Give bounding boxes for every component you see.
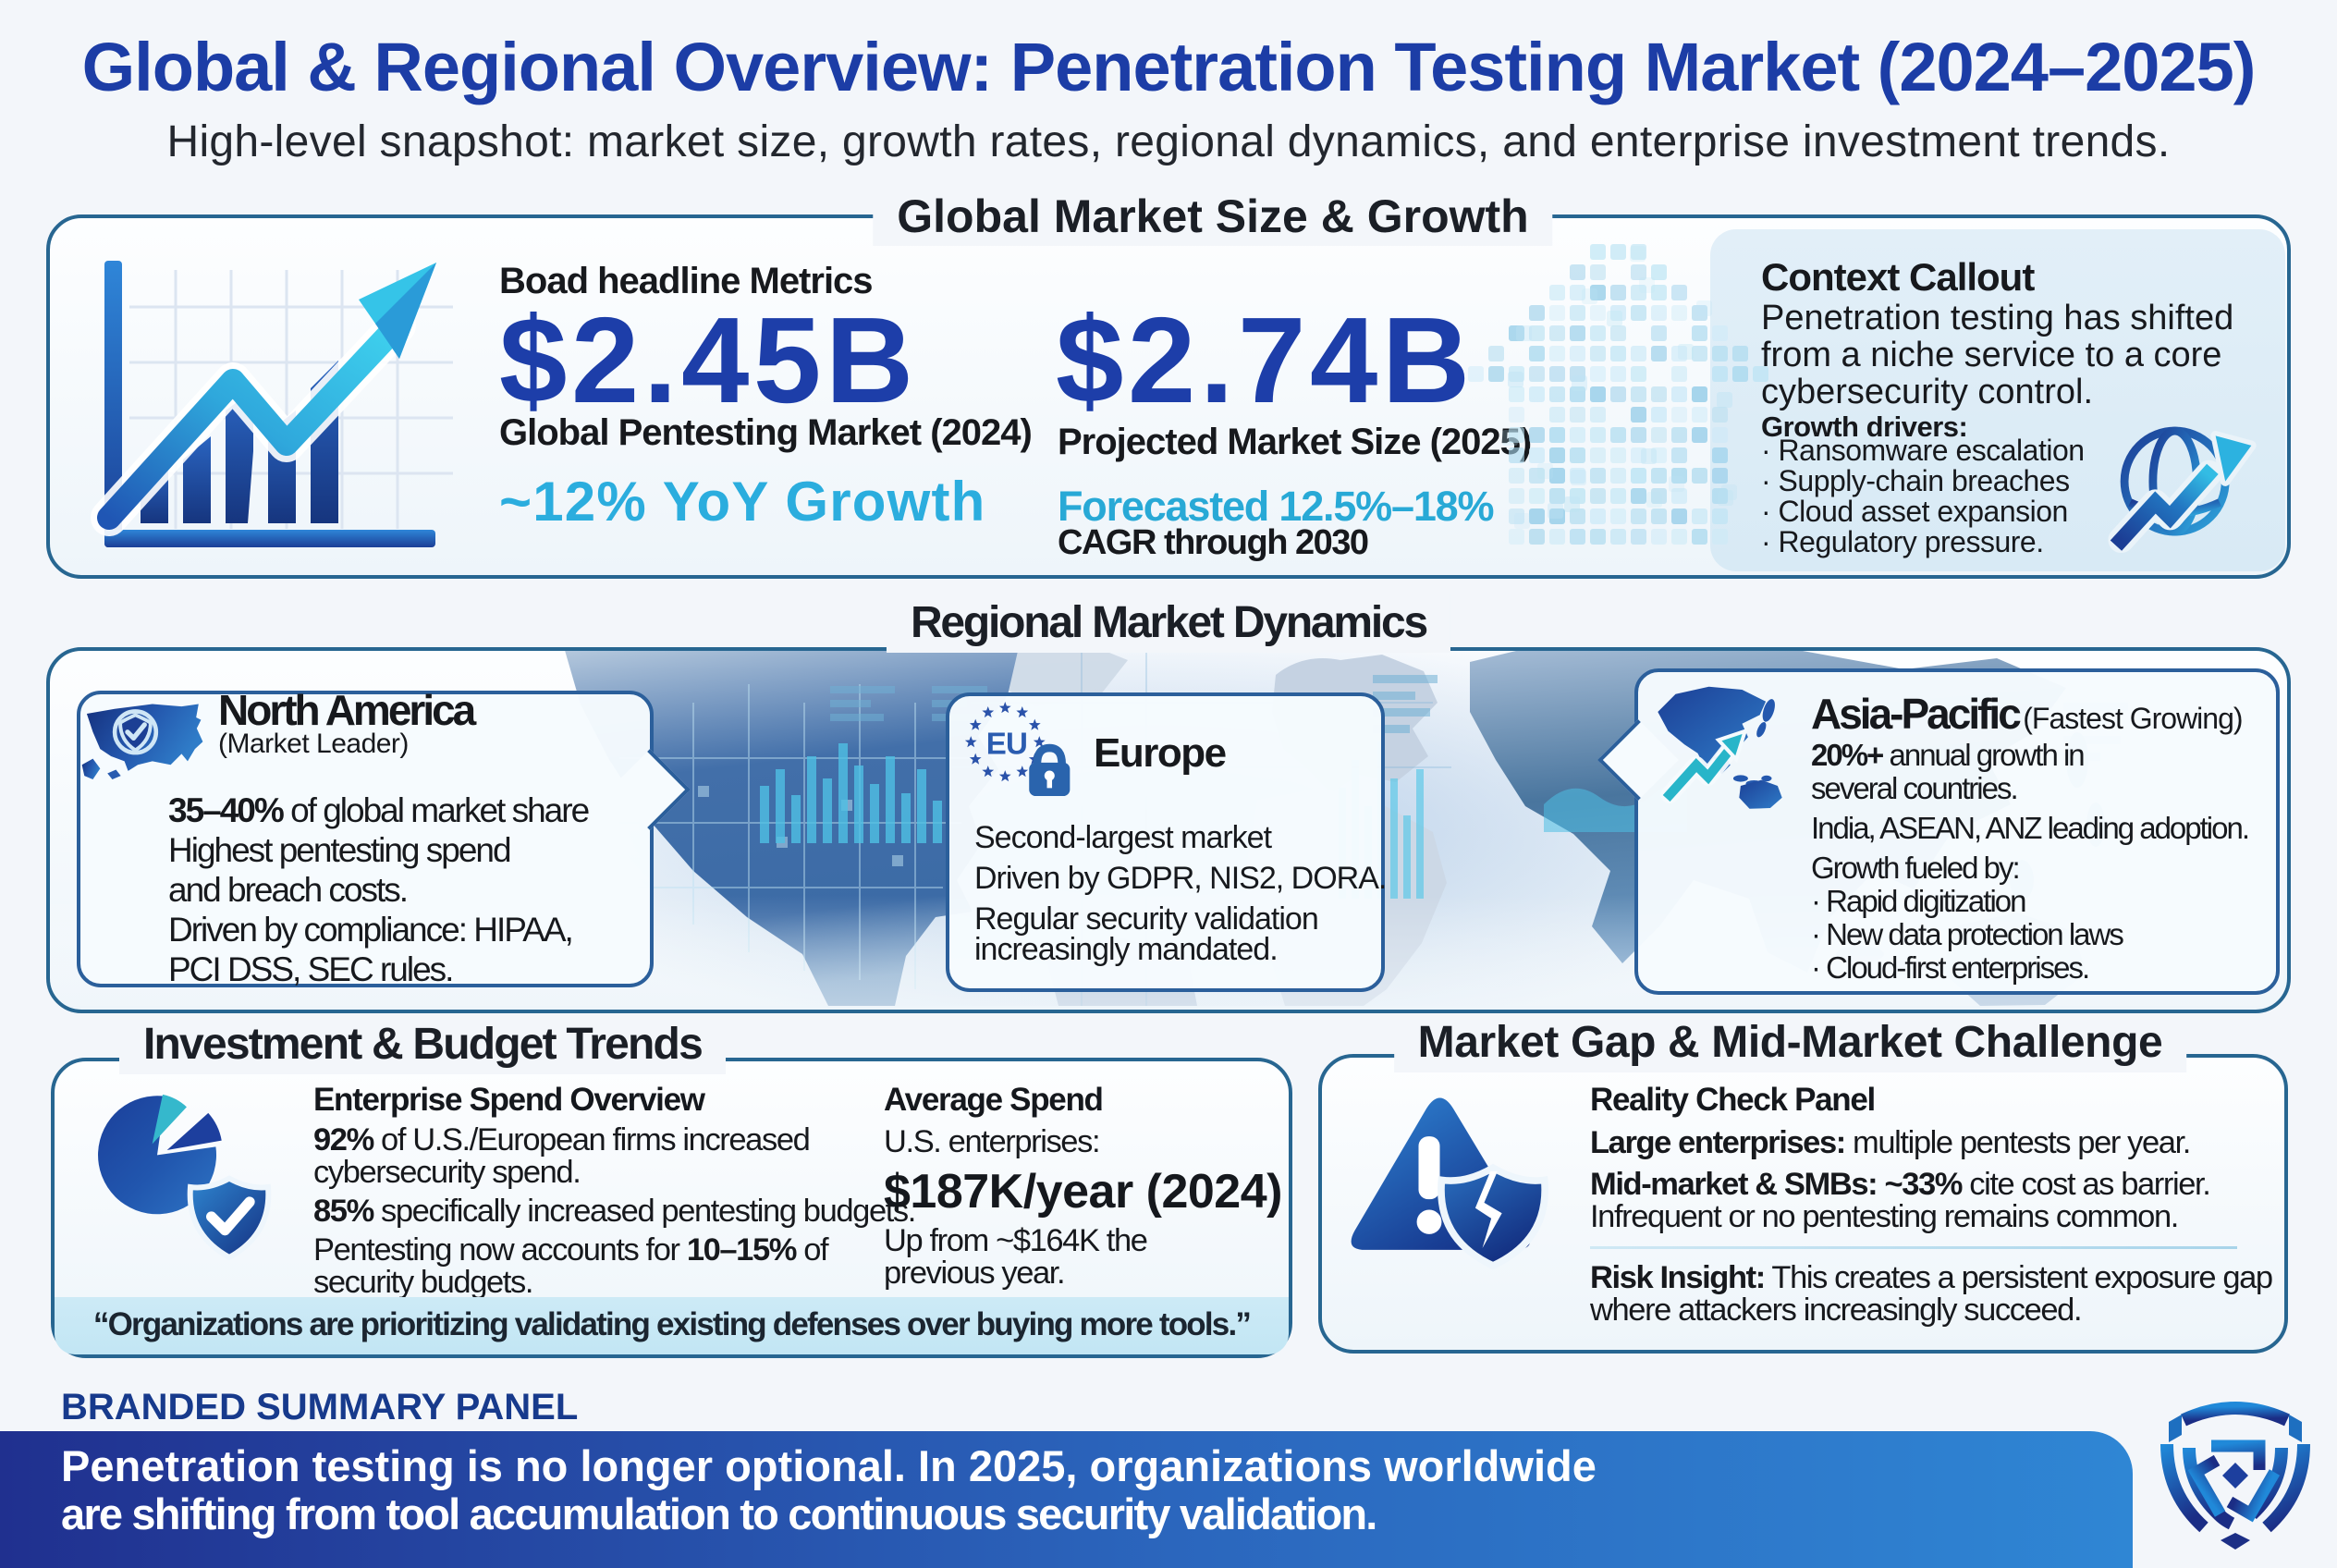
svg-text:EU: EU [986,727,1027,761]
